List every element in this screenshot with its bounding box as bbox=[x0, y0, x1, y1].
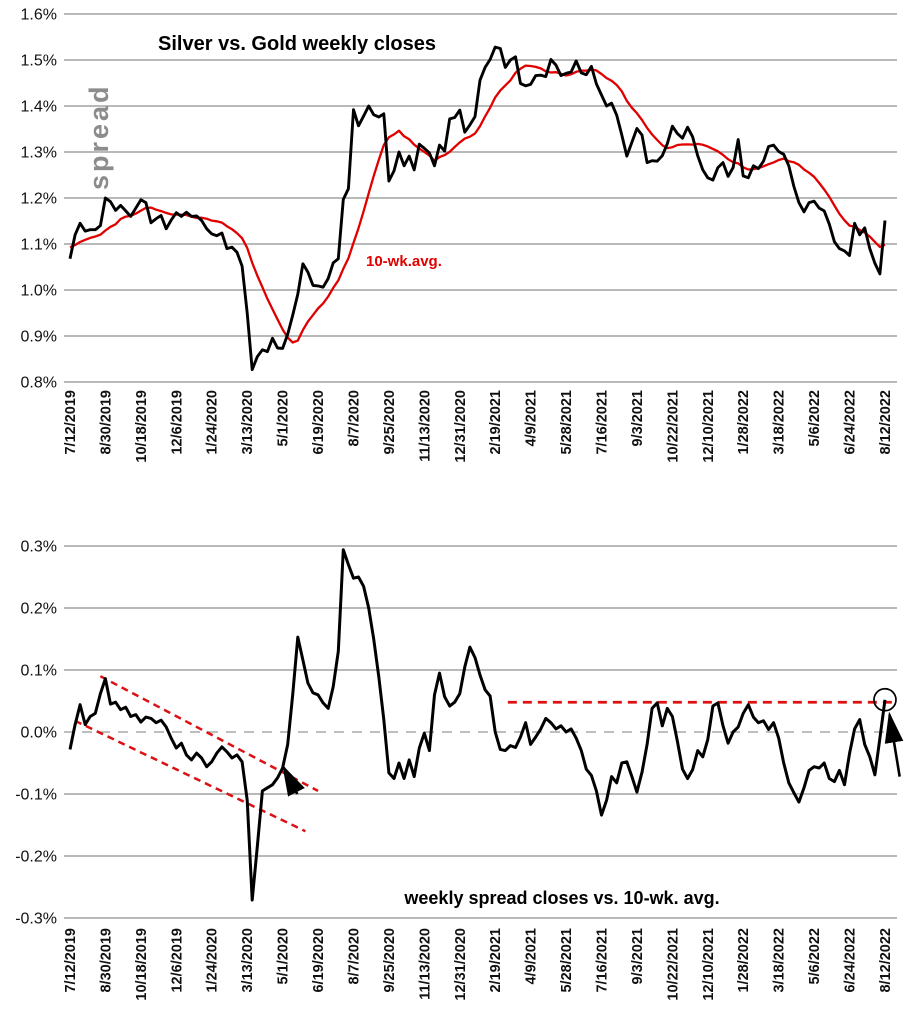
svg-text:10/22/2021: 10/22/2021 bbox=[665, 928, 681, 1001]
svg-text:8/30/2019: 8/30/2019 bbox=[98, 928, 114, 993]
svg-text:9/3/2021: 9/3/2021 bbox=[630, 928, 646, 984]
momentum-chart: 0.3% 0.2% 0.1% 0.0% -0.1% -0.2% -0.3% 7/12/201… bbox=[15, 539, 904, 1001]
svg-text:10/18/2019: 10/18/2019 bbox=[134, 390, 150, 463]
top-chart-title: Silver vs. Gold weekly closes bbox=[158, 33, 436, 55]
svg-text:12/10/2021: 12/10/2021 bbox=[701, 390, 717, 463]
svg-text:7/16/2021: 7/16/2021 bbox=[595, 390, 611, 455]
top-series-lines bbox=[68, 45, 887, 372]
bottom-y-axis-labels: 0.3% 0.2% 0.1% 0.0% -0.1% -0.2% -0.3% bbox=[15, 539, 57, 928]
svg-text:8/30/2019: 8/30/2019 bbox=[98, 390, 114, 455]
svg-text:10/18/2019: 10/18/2019 bbox=[134, 928, 150, 1001]
svg-text:8/12/2022: 8/12/2022 bbox=[878, 928, 894, 993]
top-chart-panel: 1.6% 1.5% 1.4% 1.3% 1.2% 1.1% 1.0% 0.9% 0.8% 7/1… bbox=[21, 7, 897, 463]
bottom-gridlines bbox=[64, 545, 897, 919]
svg-text:7/12/2019: 7/12/2019 bbox=[63, 390, 79, 455]
svg-text:12/6/2019: 12/6/2019 bbox=[169, 928, 185, 993]
svg-text:5/1/2020: 5/1/2020 bbox=[276, 928, 292, 984]
spread-axis-label: spread bbox=[84, 83, 114, 190]
svg-text:8/12/2022: 8/12/2022 bbox=[878, 390, 894, 455]
svg-text:5/6/2022: 5/6/2022 bbox=[807, 390, 823, 446]
top-x-axis-labels: 7/12/2019 8/30/2019 10/18/2019 12/6/2019 1/2… bbox=[63, 390, 894, 463]
svg-text:3/18/2022: 3/18/2022 bbox=[772, 928, 788, 993]
avg-series-line bbox=[69, 64, 886, 344]
svg-text:12/6/2019: 12/6/2019 bbox=[169, 390, 185, 455]
breakout-arrow bbox=[282, 764, 305, 797]
avg-line-label: 10-wk.avg. bbox=[366, 253, 442, 270]
svg-text:7/12/2019: 7/12/2019 bbox=[63, 928, 79, 993]
svg-text:6/24/2022: 6/24/2022 bbox=[843, 390, 859, 455]
svg-text:4/9/2021: 4/9/2021 bbox=[524, 390, 540, 446]
svg-text:11/13/2020: 11/13/2020 bbox=[417, 928, 433, 1000]
bottom-chart-panel: 0.3% 0.2% 0.1% 0.0% -0.1% -0.2% -0.3% 7/12/201… bbox=[0, 520, 904, 1024]
spread-chart: 1.6% 1.5% 1.4% 1.3% 1.2% 1.1% 1.0% 0.9% 0.8% 7/1… bbox=[21, 7, 897, 463]
svg-text:1/28/2022: 1/28/2022 bbox=[736, 390, 752, 455]
svg-text:5/1/2020: 5/1/2020 bbox=[276, 390, 292, 446]
svg-text:1/24/2020: 1/24/2020 bbox=[205, 390, 221, 455]
bottom-x-axis-labels: 7/12/2019 8/30/2019 10/18/2019 12/6/2019 1/2… bbox=[63, 928, 894, 1001]
svg-text:9/3/2021: 9/3/2021 bbox=[630, 390, 646, 446]
bottom-series-lines bbox=[68, 548, 887, 902]
svg-text:5/28/2021: 5/28/2021 bbox=[559, 390, 575, 455]
svg-text:3/18/2022: 3/18/2022 bbox=[772, 390, 788, 455]
svg-text:1.2%: 1.2% bbox=[21, 191, 57, 208]
svg-text:12/10/2021: 12/10/2021 bbox=[701, 928, 717, 1001]
svg-text:0.2%: 0.2% bbox=[21, 601, 57, 618]
svg-text:12/31/2020: 12/31/2020 bbox=[453, 928, 469, 1001]
svg-text:0.1%: 0.1% bbox=[21, 663, 57, 680]
svg-text:1/28/2022: 1/28/2022 bbox=[736, 928, 752, 993]
momentum-series-line bbox=[68, 548, 887, 902]
svg-text:0.0%: 0.0% bbox=[21, 725, 57, 742]
svg-text:9/25/2020: 9/25/2020 bbox=[382, 390, 398, 455]
svg-text:1.3%: 1.3% bbox=[21, 145, 57, 162]
svg-text:1/24/2020: 1/24/2020 bbox=[205, 928, 221, 993]
spread-series-line bbox=[68, 45, 887, 372]
bottom-chart-title: weekly spread closes vs. 10-wk. avg. bbox=[403, 888, 719, 908]
svg-text:1.1%: 1.1% bbox=[21, 237, 57, 254]
svg-text:0.8%: 0.8% bbox=[21, 375, 57, 392]
svg-text:6/19/2020: 6/19/2020 bbox=[311, 390, 327, 455]
svg-text:1.6%: 1.6% bbox=[21, 7, 57, 24]
svg-text:2/19/2021: 2/19/2021 bbox=[488, 928, 504, 993]
svg-text:12/31/2020: 12/31/2020 bbox=[453, 390, 469, 463]
top-gridlines bbox=[64, 13, 897, 383]
svg-text:8/7/2020: 8/7/2020 bbox=[346, 390, 362, 446]
svg-text:-0.3%: -0.3% bbox=[15, 911, 57, 928]
svg-text:6/24/2022: 6/24/2022 bbox=[843, 928, 859, 993]
svg-text:-0.2%: -0.2% bbox=[15, 849, 57, 866]
svg-text:4/9/2021: 4/9/2021 bbox=[524, 928, 540, 984]
trend-channel-lower-line bbox=[74, 719, 306, 833]
svg-text:0.9%: 0.9% bbox=[21, 329, 57, 346]
svg-text:10/22/2021: 10/22/2021 bbox=[665, 390, 681, 463]
svg-text:7/16/2021: 7/16/2021 bbox=[595, 928, 611, 993]
svg-text:2/19/2021: 2/19/2021 bbox=[488, 390, 504, 455]
svg-text:-0.1%: -0.1% bbox=[15, 787, 57, 804]
svg-text:3/13/2020: 3/13/2020 bbox=[240, 928, 256, 993]
svg-text:0.3%: 0.3% bbox=[21, 539, 57, 556]
svg-text:5/28/2021: 5/28/2021 bbox=[559, 928, 575, 993]
last-point-arrow bbox=[884, 711, 904, 777]
svg-text:8/7/2020: 8/7/2020 bbox=[346, 928, 362, 984]
svg-text:1.5%: 1.5% bbox=[21, 53, 57, 70]
svg-text:3/13/2020: 3/13/2020 bbox=[240, 390, 256, 455]
top-y-axis-labels: 1.6% 1.5% 1.4% 1.3% 1.2% 1.1% 1.0% 0.9% 0.8% bbox=[21, 7, 57, 392]
svg-text:6/19/2020: 6/19/2020 bbox=[311, 928, 327, 993]
svg-text:11/13/2020: 11/13/2020 bbox=[417, 390, 433, 462]
svg-text:5/6/2022: 5/6/2022 bbox=[807, 928, 823, 984]
trend-channel-upper-line bbox=[99, 675, 319, 793]
svg-text:9/25/2020: 9/25/2020 bbox=[382, 928, 398, 993]
svg-text:1.4%: 1.4% bbox=[21, 99, 57, 116]
svg-text:1.0%: 1.0% bbox=[21, 283, 57, 300]
